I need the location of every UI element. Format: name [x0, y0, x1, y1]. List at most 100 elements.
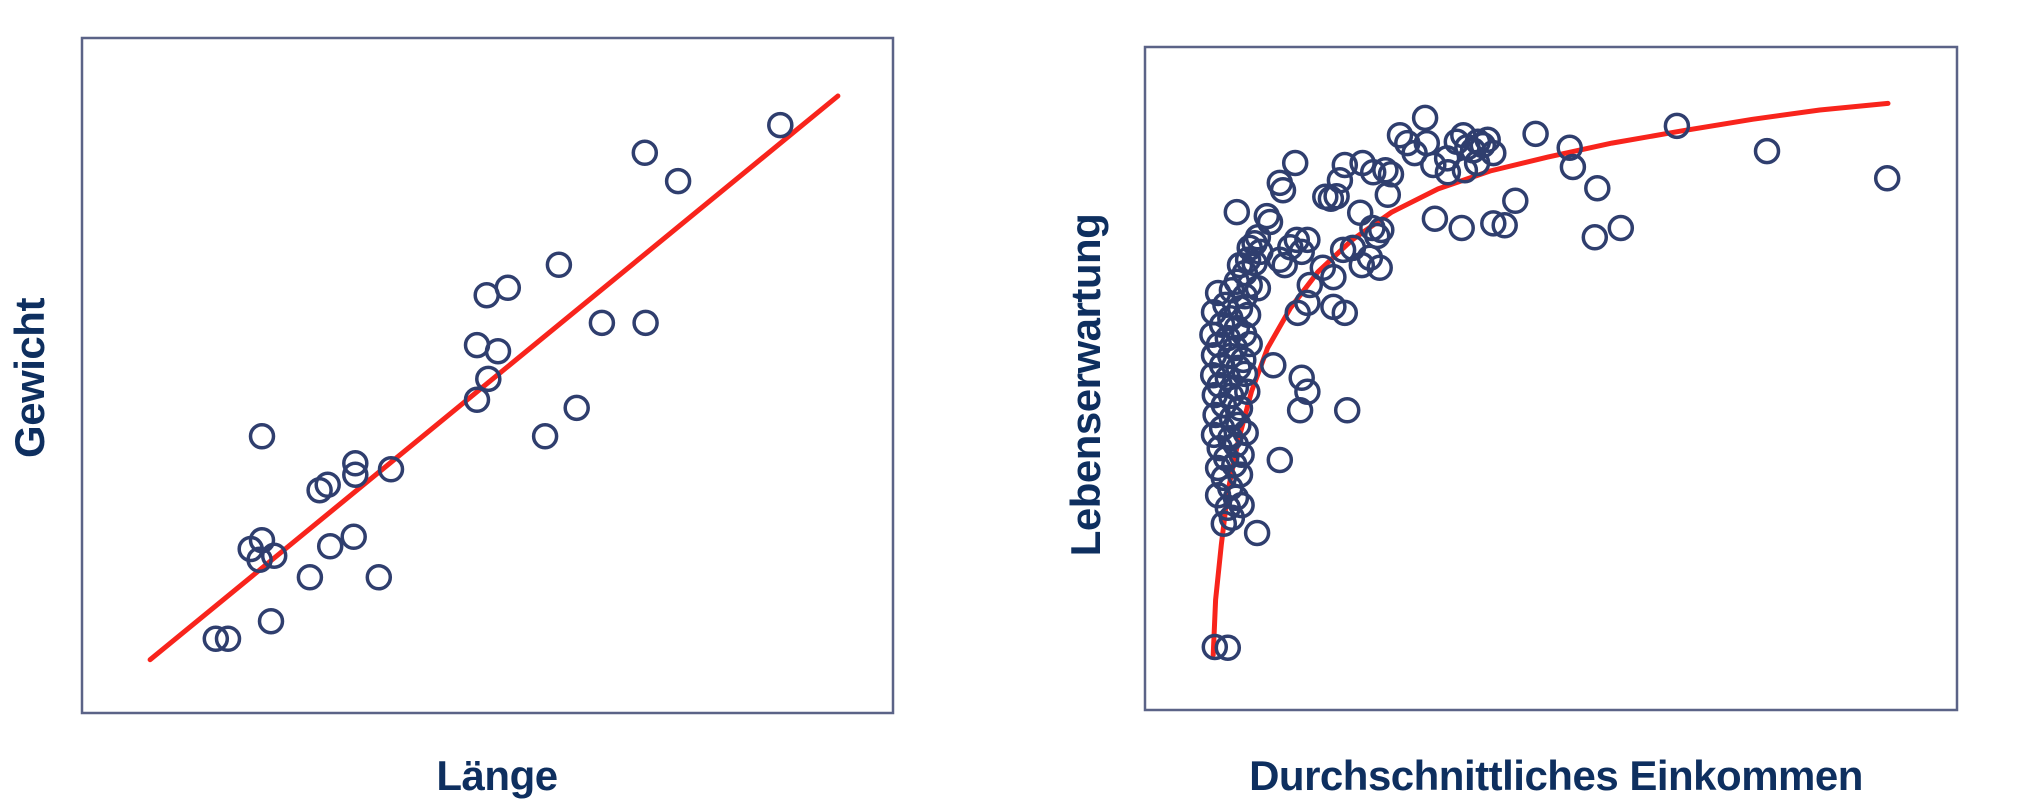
data-point — [1363, 222, 1391, 250]
data-point — [631, 139, 659, 167]
data-point — [1502, 187, 1529, 215]
data-point — [1266, 446, 1294, 474]
data-point — [1277, 233, 1304, 261]
data-point — [1366, 254, 1393, 282]
data-point — [1346, 199, 1374, 227]
data-point — [1333, 397, 1361, 424]
data-point — [1420, 151, 1447, 179]
data-point — [1607, 214, 1635, 242]
data-point — [1421, 205, 1449, 232]
data-point — [342, 450, 369, 477]
trend-line-linear — [147, 93, 841, 663]
data-point — [1231, 360, 1259, 388]
data-point — [1873, 165, 1901, 192]
data-point — [1331, 151, 1359, 179]
data-point — [257, 607, 285, 635]
data-point — [1288, 238, 1315, 266]
data-point — [1269, 176, 1297, 204]
scatter-points — [202, 111, 794, 653]
x-axis-label: Länge — [436, 752, 557, 799]
data-point — [1386, 121, 1414, 149]
data-point — [1368, 216, 1395, 244]
data-point — [563, 394, 590, 422]
data-point — [1223, 198, 1251, 226]
data-point — [1522, 120, 1549, 148]
data-point — [1434, 159, 1462, 186]
data-point — [1243, 519, 1271, 547]
data-point — [1214, 634, 1242, 661]
data-point — [1451, 157, 1479, 184]
data-point — [475, 365, 502, 393]
data-point — [1348, 251, 1376, 279]
scatter-points — [1199, 104, 1901, 661]
data-point — [1225, 411, 1252, 439]
data-point — [340, 523, 367, 551]
data-point — [260, 542, 288, 569]
data-point — [1231, 259, 1259, 287]
data-point — [306, 476, 333, 504]
plot-frame — [80, 36, 895, 715]
data-point — [1331, 299, 1359, 327]
data-point — [1283, 226, 1311, 254]
data-point — [1411, 104, 1439, 132]
data-point — [296, 564, 324, 591]
y-axis-label: Lebenserwartung — [1062, 214, 1109, 557]
data-point — [1474, 126, 1501, 154]
data-point — [1359, 159, 1387, 186]
data-point — [1448, 214, 1475, 242]
data-point — [1329, 236, 1357, 264]
data-point — [1202, 401, 1229, 429]
data-point — [1377, 161, 1405, 188]
data-point — [316, 533, 344, 560]
data-point — [1480, 210, 1507, 237]
data-point — [767, 111, 794, 139]
data-point — [664, 167, 692, 195]
data-point — [1480, 139, 1507, 167]
data-point — [1323, 182, 1350, 210]
data-point — [1320, 263, 1347, 291]
data-point — [463, 386, 491, 414]
chart-laenge-gewicht: Gewicht Länge — [6, 36, 895, 799]
data-point — [1281, 149, 1309, 177]
data-point — [377, 456, 405, 483]
y-axis-label: Gewicht — [6, 298, 53, 458]
data-point — [1296, 271, 1324, 299]
data-point — [365, 564, 393, 591]
data-point — [1284, 299, 1311, 327]
data-point — [246, 546, 273, 574]
data-point — [1201, 633, 1229, 661]
data-point — [1244, 275, 1272, 302]
data-point — [1260, 351, 1287, 379]
data-point — [1271, 251, 1298, 279]
data-point — [214, 625, 242, 653]
data-point — [1663, 112, 1691, 140]
data-point — [484, 337, 512, 365]
x-axis-label: Durchschnittliches Einkommen — [1249, 752, 1863, 799]
data-point — [632, 309, 659, 337]
data-point — [1374, 181, 1402, 209]
data-point — [494, 274, 522, 302]
data-point — [1234, 378, 1261, 406]
chart-einkommen-lebenserwartung: Lebenserwartung Durchschnittliches Einko… — [1062, 45, 1959, 799]
data-point — [1584, 174, 1611, 202]
data-point — [1753, 137, 1781, 165]
data-point — [248, 423, 276, 450]
data-point — [1581, 224, 1609, 251]
plot-frame — [1143, 45, 1959, 712]
data-point — [531, 423, 559, 450]
data-point — [342, 461, 369, 488]
data-point — [1294, 226, 1321, 254]
data-point — [202, 625, 230, 653]
data-point — [1210, 510, 1238, 537]
data-point — [314, 471, 341, 499]
data-point — [545, 251, 573, 279]
data-point — [1326, 167, 1354, 194]
data-point — [1288, 364, 1315, 392]
data-point — [1556, 134, 1583, 162]
data-point — [1559, 153, 1587, 181]
data-point — [1236, 330, 1263, 358]
data-point — [1491, 212, 1518, 239]
data-point — [588, 309, 616, 337]
